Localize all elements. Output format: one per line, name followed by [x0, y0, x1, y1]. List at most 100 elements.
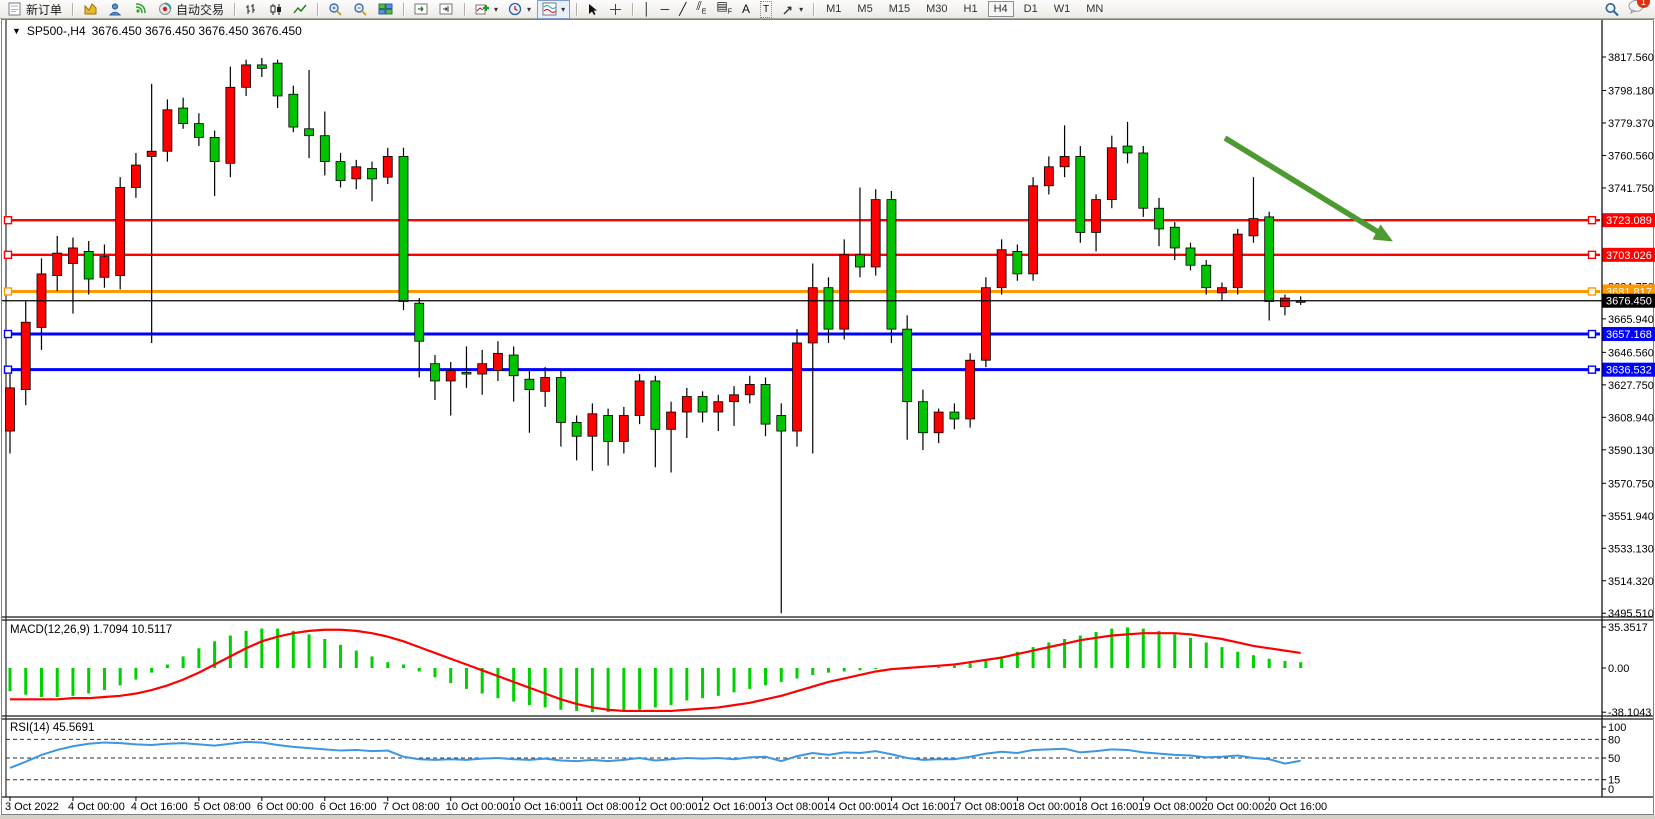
autotrading-button[interactable]: 自动交易 [154, 1, 228, 18]
price-axis-label: 3646.560 [1608, 347, 1654, 359]
zoom-out-button[interactable] [349, 1, 372, 18]
trendline-tool-button[interactable]: ╱ [675, 1, 690, 18]
separator [234, 2, 236, 16]
hline-handle[interactable] [1587, 365, 1597, 374]
new-chart-button[interactable] [79, 1, 102, 18]
time-axis-label: 11 Oct 08:00 [572, 801, 634, 813]
zoom-in-button[interactable] [324, 1, 347, 18]
time-axis-label: 6 Oct 00:00 [257, 801, 314, 813]
price-axis-label: 3570.750 [1608, 478, 1654, 490]
text-tool-button[interactable]: A [738, 1, 754, 18]
timeframe-button-h1[interactable]: H1 [963, 3, 978, 15]
zoom-in-icon [329, 3, 342, 16]
rsi-indicator-label: RSI(14) 45.5691 [10, 722, 94, 734]
channel-tool-button[interactable]: ⫽E [692, 0, 710, 18]
notifications-button[interactable]: 1 [1628, 0, 1650, 19]
timeframe-button-m5[interactable]: M5 [857, 3, 873, 15]
cursor-icon [589, 3, 598, 15]
candle-chart-button[interactable] [265, 1, 287, 18]
hline-handle[interactable] [1587, 250, 1597, 260]
hline-handle[interactable] [1587, 215, 1597, 225]
profiles-icon [108, 3, 122, 16]
new-order-label: 新订单 [26, 2, 63, 17]
time-axis-label: 6 Oct 16:00 [320, 801, 377, 813]
price-axis-label: 3627.750 [1608, 380, 1654, 392]
time-axis-label: 14 Oct 16:00 [886, 801, 949, 813]
price-axis-label: 3741.750 [1608, 183, 1654, 195]
rsi-value: 45.5691 [52, 722, 95, 734]
timeframe-button-w1[interactable]: W1 [1053, 3, 1071, 15]
chart-shift-button[interactable] [435, 1, 458, 18]
arrows-tool-button[interactable]: ▾ [778, 1, 807, 18]
signals-button[interactable] [129, 1, 152, 18]
time-axis-label: 4 Oct 00:00 [68, 801, 125, 813]
macd-axis-label: 0.00 [1608, 663, 1629, 675]
separator [632, 2, 634, 16]
new-chart-icon [84, 3, 97, 15]
label-tool-button[interactable]: T [756, 0, 776, 18]
rsi-axis-label: 100 [1608, 722, 1626, 734]
fibonacci-tool-button[interactable]: ▤F [712, 0, 736, 18]
periods-button[interactable]: ▾ [504, 1, 535, 18]
price-badge [1602, 362, 1655, 377]
price-axis-label: 3590.130 [1608, 445, 1654, 457]
hline-handle[interactable] [3, 287, 13, 296]
hline-handle[interactable] [3, 329, 13, 339]
chart-title: ▼ SP500-,H4 3676.450 3676.450 3676.450 3… [12, 24, 302, 38]
auto-scroll-button[interactable] [410, 1, 433, 18]
tile-windows-button[interactable] [374, 1, 397, 18]
horizontal-lines[interactable] [3, 215, 1601, 374]
timeframe-button-m30[interactable]: M30 [926, 3, 948, 15]
indicators-add-icon [475, 4, 490, 15]
toolbar-right: 1 [1604, 0, 1651, 19]
vline-tool-button[interactable]: │ [639, 1, 655, 18]
arrows-icon [783, 5, 792, 14]
chart-symbol-period: SP500-,H4 [26, 24, 86, 38]
templates-button[interactable]: ▾ [537, 0, 571, 19]
separator [317, 2, 319, 16]
clock-icon [508, 2, 522, 16]
hline-handle[interactable] [1587, 287, 1597, 296]
chart-shift-icon [439, 3, 453, 15]
line-chart-button[interactable] [289, 1, 311, 18]
timeframe-button-m15[interactable]: M15 [888, 3, 911, 15]
bar-chart-button[interactable] [241, 1, 263, 18]
timeframe-button-h4[interactable]: H4 [987, 1, 1014, 17]
time-axis-label: 10 Oct 16:00 [509, 801, 572, 813]
trendline-icon: ╱ [679, 1, 687, 16]
time-axis-label: 14 Oct 00:00 [823, 801, 886, 813]
dropdown-arrow-icon: ▾ [494, 4, 499, 14]
separator [72, 2, 74, 16]
vline-icon: │ [643, 1, 651, 16]
profiles-button[interactable] [104, 1, 127, 18]
annotation-arrow[interactable] [1223, 135, 1393, 242]
main-toolbar: 新订单 自动交易 [0, 0, 1655, 19]
separator [403, 2, 405, 16]
macd-panel: 35.3517 0.00 -38.1043 [8, 622, 1651, 719]
new-order-button[interactable]: 新订单 [4, 1, 66, 18]
hline-handle[interactable] [3, 365, 13, 374]
indicators-button[interactable]: ▾ [471, 1, 502, 18]
search-icon[interactable] [1604, 2, 1620, 17]
dropdown-arrow-icon: ▾ [799, 4, 804, 14]
hline-handle[interactable] [1587, 329, 1597, 339]
timeframe-group: M1 M5 M15 M30 H1 H4 D1 W1 MN [820, 1, 1109, 17]
timeframe-button-d1[interactable]: D1 [1023, 3, 1038, 15]
text-icon: A [741, 1, 750, 16]
hline-tool-button[interactable]: ─ [657, 1, 674, 18]
rsi-axis-label: 80 [1608, 734, 1620, 746]
hline-handle[interactable] [3, 250, 13, 260]
timeframe-button-m1[interactable]: M1 [826, 3, 842, 15]
price-axis-label: 3817.560 [1608, 52, 1654, 64]
timeframe-button-mn[interactable]: MN [1086, 3, 1104, 15]
collapse-icon[interactable]: ▼ [12, 26, 21, 36]
hline-handle[interactable] [3, 215, 13, 225]
rsi-line [9, 740, 1301, 769]
crosshair-tool-button[interactable] [605, 1, 626, 18]
chart-ohlc-quotes: 3676.450 3676.450 3676.450 3676.450 [91, 24, 302, 38]
chart-canvas[interactable]: 3817.560 3798.180 3779.370 3760.560 3741.750… [0, 19, 1655, 819]
bar-chart-icon [246, 3, 256, 14]
cursor-tool-button[interactable] [583, 1, 603, 18]
